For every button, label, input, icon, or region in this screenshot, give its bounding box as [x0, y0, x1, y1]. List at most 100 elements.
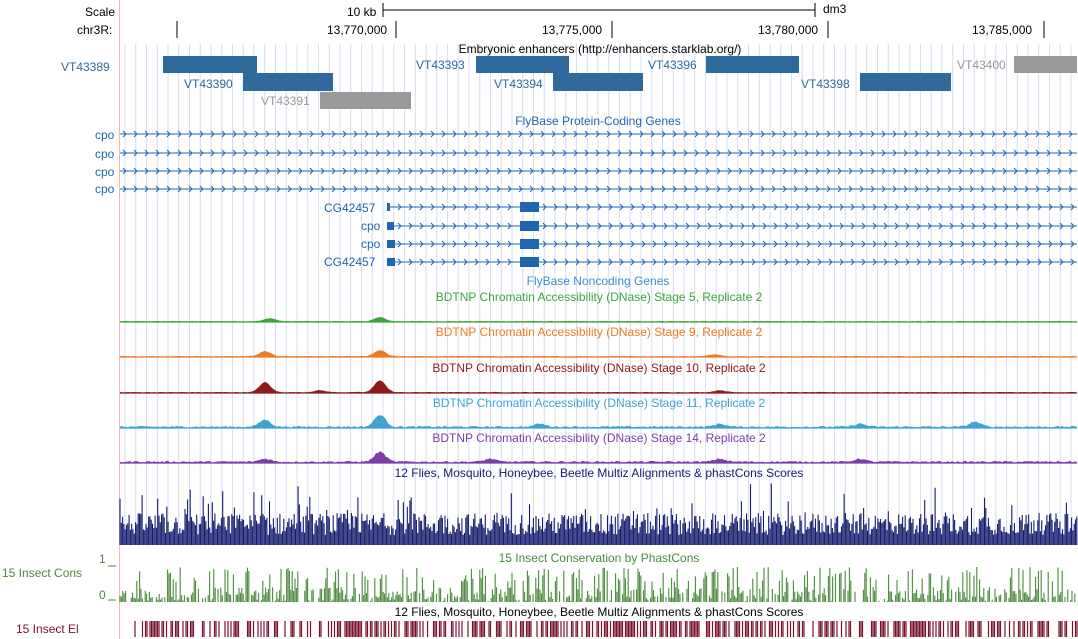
- strand-arrow: [553, 222, 558, 230]
- strand-arrow: [949, 222, 954, 230]
- strand-arrow: [276, 167, 281, 175]
- strand-arrow: [496, 185, 501, 193]
- gene-label[interactable]: cpo: [95, 165, 115, 179]
- strand-arrow: [155, 149, 160, 157]
- strand-arrow: [1059, 258, 1064, 266]
- enhancer-label[interactable]: VT43398: [801, 77, 850, 91]
- track-title-noncoding[interactable]: FlyBase Noncoding Genes: [526, 274, 670, 288]
- strand-arrow: [795, 258, 800, 266]
- gene-label[interactable]: cpo: [95, 182, 115, 196]
- track-title-enhancers[interactable]: Embryonic enhancers (http://enhancers.st…: [458, 42, 742, 56]
- strand-arrow: [826, 149, 831, 157]
- strand-arrow: [718, 203, 723, 211]
- strand-arrow: [507, 203, 512, 211]
- strand-arrow: [773, 203, 778, 211]
- strand-arrow: [672, 130, 677, 138]
- strand-arrow: [795, 203, 800, 211]
- strand-arrow: [575, 258, 580, 266]
- strand-arrow: [958, 149, 963, 157]
- strand-arrow: [1070, 240, 1075, 248]
- strand-arrow: [870, 149, 875, 157]
- strand-arrow: [881, 130, 886, 138]
- strand-arrow: [276, 149, 281, 157]
- enhancer-label[interactable]: VT43391: [261, 94, 310, 108]
- strand-arrow: [749, 167, 754, 175]
- strand-arrow: [586, 222, 591, 230]
- strand-arrow: [1002, 130, 1007, 138]
- enhancer-label[interactable]: VT43396: [648, 58, 697, 72]
- track-title-phastcons[interactable]: 15 Insect Conservation by PhastCons: [498, 551, 700, 565]
- strand-arrow: [960, 222, 965, 230]
- enhancer-label[interactable]: VT43389: [61, 60, 110, 74]
- gene-exon: [387, 258, 395, 266]
- track-title-dnase-stage11[interactable]: BDTNP Chromatin Accessibility (DNase) St…: [432, 396, 766, 410]
- gene-label[interactable]: cpo: [361, 219, 381, 233]
- enhancer-label[interactable]: VT43400: [957, 58, 1006, 72]
- strand-arrow: [188, 149, 193, 157]
- strand-arrow: [828, 258, 833, 266]
- strand-arrow: [619, 222, 624, 230]
- strand-arrow: [872, 258, 877, 266]
- gene-label[interactable]: cpo: [95, 147, 115, 161]
- strand-arrow: [771, 130, 776, 138]
- strand-arrow: [463, 222, 468, 230]
- strand-arrow: [419, 222, 424, 230]
- strand-arrow: [980, 167, 985, 175]
- track-title-elements[interactable]: 12 Flies, Mosquito, Honeybee, Beetle Mul…: [394, 605, 804, 619]
- track-title-dnase-stage9[interactable]: BDTNP Chromatin Accessibility (DNase) St…: [435, 325, 763, 339]
- strand-arrow: [210, 130, 215, 138]
- strand-arrow: [595, 185, 600, 193]
- strand-arrow: [485, 203, 490, 211]
- enhancer-bar: [163, 56, 257, 73]
- enhancer-features: [163, 56, 1077, 109]
- strand-arrow: [817, 240, 822, 248]
- phastcons-side-label[interactable]: 15 Insect Cons: [2, 566, 83, 580]
- strand-arrow: [221, 185, 226, 193]
- strand-arrow: [760, 130, 765, 138]
- strand-arrow: [925, 185, 930, 193]
- strand-arrow: [674, 222, 679, 230]
- strand-arrow: [672, 185, 677, 193]
- gene-label[interactable]: CG42457: [324, 201, 376, 215]
- track-title-dnase-stage14[interactable]: BDTNP Chromatin Accessibility (DNase) St…: [432, 431, 766, 445]
- track-title-dnase-stage5[interactable]: BDTNP Chromatin Accessibility (DNase) St…: [435, 290, 763, 304]
- strand-arrow: [452, 185, 457, 193]
- enhancer-label[interactable]: VT43394: [494, 77, 543, 91]
- track-title-multiz[interactable]: 12 Flies, Mosquito, Honeybee, Beetle Mul…: [394, 466, 804, 480]
- strand-arrow: [298, 149, 303, 157]
- gene-label[interactable]: cpo: [361, 237, 381, 251]
- gene-label[interactable]: cpo: [95, 128, 115, 142]
- strand-arrow: [815, 167, 820, 175]
- strand-arrow: [883, 240, 888, 248]
- enhancer-bar: [476, 56, 569, 73]
- enhancer-label[interactable]: VT43393: [416, 58, 465, 72]
- strand-arrow: [971, 258, 976, 266]
- strand-arrow: [804, 185, 809, 193]
- strand-arrow: [386, 167, 391, 175]
- strand-arrow: [287, 185, 292, 193]
- strand-arrow: [916, 240, 921, 248]
- enhancer-label[interactable]: VT43390: [184, 77, 233, 91]
- strand-arrow: [716, 130, 721, 138]
- strand-arrow: [419, 258, 424, 266]
- strand-arrow: [619, 203, 624, 211]
- strand-arrow: [839, 258, 844, 266]
- gene-label[interactable]: CG42457: [324, 255, 376, 269]
- strand-arrow: [408, 167, 413, 175]
- strand-arrow: [1026, 203, 1031, 211]
- strand-arrow: [905, 222, 910, 230]
- strand-arrow: [419, 149, 424, 157]
- strand-arrow: [155, 185, 160, 193]
- strand-arrow: [586, 258, 591, 266]
- strand-arrow: [1046, 130, 1051, 138]
- strand-arrow: [982, 240, 987, 248]
- strand-arrow: [441, 222, 446, 230]
- track-title-dnase-stage10[interactable]: BDTNP Chromatin Accessibility (DNase) St…: [432, 361, 766, 375]
- strand-arrow: [1057, 130, 1062, 138]
- track-title-genes[interactable]: FlyBase Protein-Coding Genes: [515, 114, 681, 128]
- strand-arrow: [397, 185, 402, 193]
- elements-side-label[interactable]: 15 Insect El: [16, 622, 79, 636]
- strand-arrow: [210, 149, 215, 157]
- strand-arrow: [826, 167, 831, 175]
